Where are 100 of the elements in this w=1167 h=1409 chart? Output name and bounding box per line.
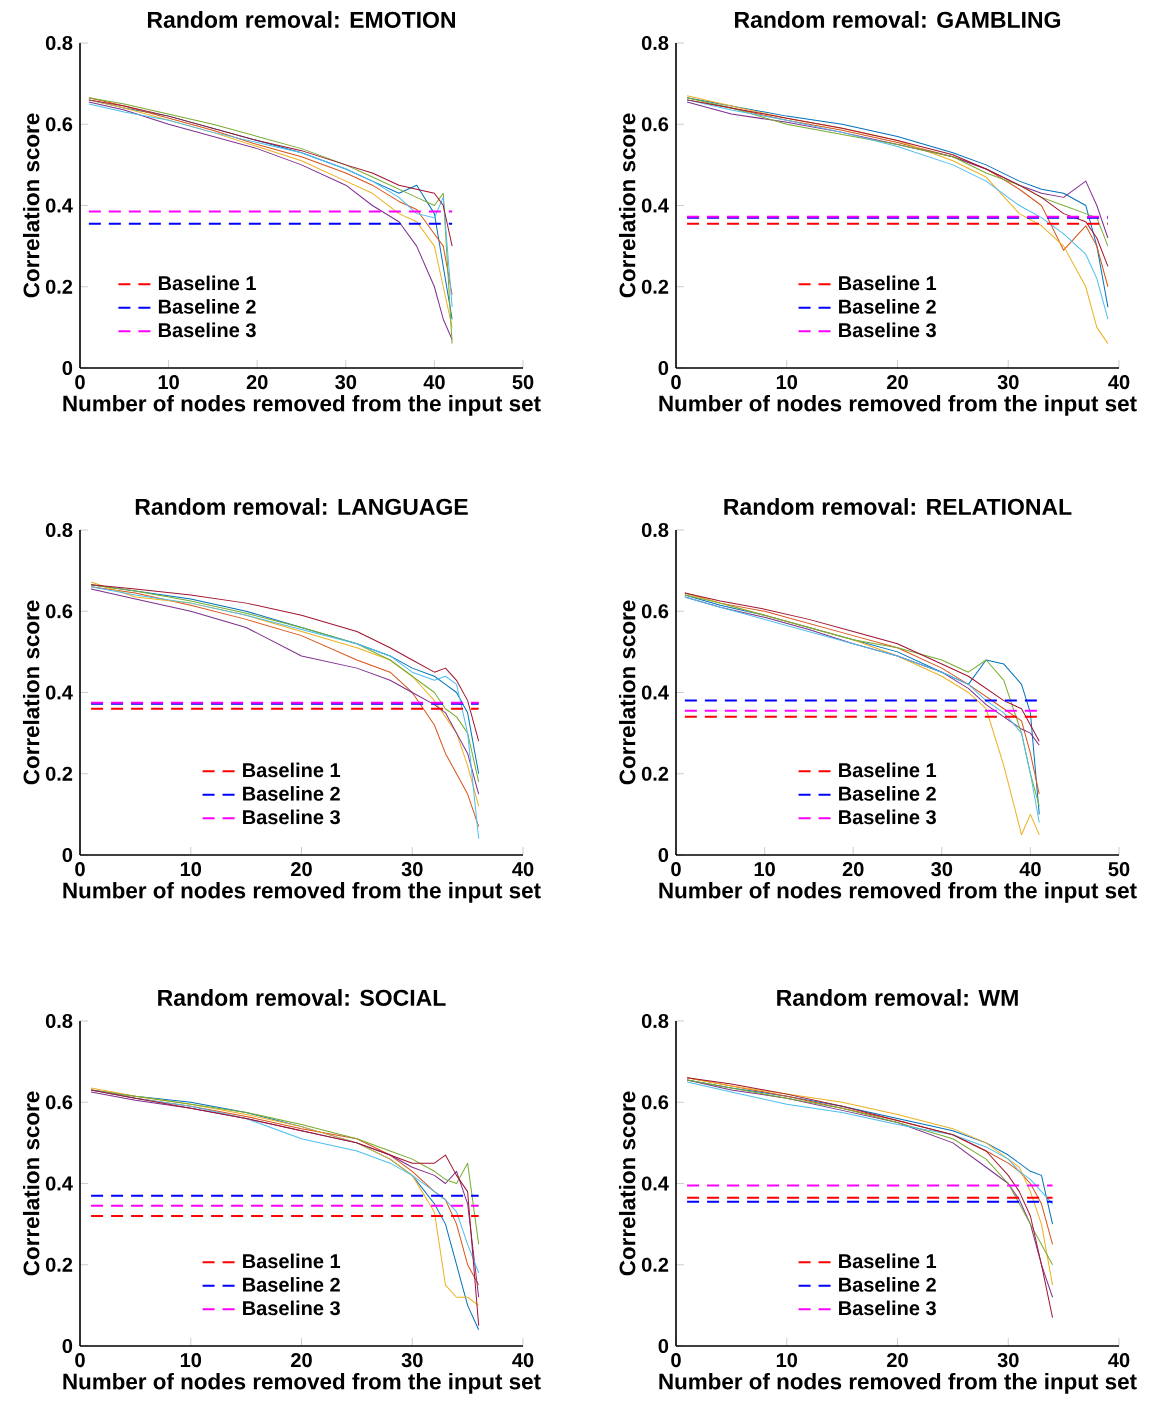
x-tick-label: 0 bbox=[671, 375, 681, 390]
y-tick-label: 0.2 bbox=[641, 766, 669, 781]
x-tick-label: 40 bbox=[423, 375, 445, 390]
x-axis-title: Number of nodes removed from the input set bbox=[659, 881, 1137, 903]
x-tick-label: 20 bbox=[291, 1353, 312, 1368]
x-tick-label: 0 bbox=[75, 375, 85, 390]
x-tick-label: 10 bbox=[158, 375, 179, 390]
legend-label: Baseline 2 bbox=[839, 299, 936, 314]
y-tick-label: 0.2 bbox=[45, 766, 73, 781]
x-tick-label: 50 bbox=[512, 375, 534, 390]
y-axis-title: Correlation score bbox=[618, 1091, 636, 1276]
y-tick-label: 0.6 bbox=[641, 604, 669, 619]
y-tick-label: 0.8 bbox=[45, 35, 73, 51]
y-axis-title: Correlation score bbox=[22, 1091, 40, 1276]
legend-label: Baseline 2 bbox=[243, 786, 340, 801]
y-tick-label: 0.8 bbox=[45, 1013, 73, 1029]
y-tick-label: 0 bbox=[658, 1338, 669, 1354]
x-tick-label: 30 bbox=[997, 1353, 1019, 1368]
y-tick-label: 0.2 bbox=[45, 1257, 73, 1272]
chart-title: Random removal: SOCIAL bbox=[158, 989, 446, 1006]
x-tick-label: 40 bbox=[512, 1353, 534, 1368]
x-tick-label: 10 bbox=[776, 1353, 798, 1368]
x-axis-title: Number of nodes removed from the input set bbox=[659, 1372, 1137, 1394]
x-tick-label: 20 bbox=[887, 375, 908, 390]
x-tick-label: 0 bbox=[671, 862, 681, 877]
x-tick-label: 30 bbox=[931, 862, 953, 877]
x-tick-label: 20 bbox=[887, 1353, 908, 1368]
x-tick-label: 20 bbox=[291, 862, 312, 877]
x-tick-label: 10 bbox=[776, 375, 798, 390]
x-tick-label: 30 bbox=[401, 862, 423, 877]
y-tick-label: 0.2 bbox=[45, 279, 73, 294]
x-tick-label: 10 bbox=[180, 862, 202, 877]
y-tick-label: 0 bbox=[62, 360, 73, 376]
chart-title: Random removal: WM bbox=[777, 989, 1018, 1006]
y-tick-label: 0.4 bbox=[45, 198, 73, 213]
chart-title: Random removal: RELATIONAL bbox=[724, 498, 1072, 515]
y-axis-title: Correlation score bbox=[618, 600, 636, 785]
y-tick-label: 0.8 bbox=[641, 35, 669, 51]
x-axis-title: Number of nodes removed from the input set bbox=[63, 881, 541, 903]
x-tick-label: 10 bbox=[180, 1353, 202, 1368]
y-tick-label: 0.2 bbox=[641, 1257, 669, 1272]
line-series bbox=[686, 1081, 1054, 1205]
chart-title: Random removal: LANGUAGE bbox=[135, 498, 468, 515]
legend-label: Baseline 2 bbox=[839, 786, 936, 801]
legend-label: Baseline 3 bbox=[839, 809, 936, 825]
legend-label: Baseline 2 bbox=[243, 1277, 340, 1292]
line-series bbox=[90, 584, 480, 742]
x-axis-title: Number of nodes removed from the input set bbox=[63, 395, 541, 416]
legend-label: Baseline 1 bbox=[839, 1253, 937, 1269]
y-tick-label: 0 bbox=[62, 847, 73, 863]
legend-label: Baseline 1 bbox=[243, 1253, 341, 1269]
x-tick-label: 0 bbox=[75, 1353, 85, 1368]
x-tick-label: 30 bbox=[997, 375, 1019, 390]
y-tick-label: 0.8 bbox=[45, 522, 73, 538]
y-axis-title: Correlation score bbox=[22, 113, 40, 298]
y-tick-label: 0.4 bbox=[45, 685, 73, 700]
y-tick-label: 0 bbox=[658, 360, 669, 376]
y-tick-label: 0.4 bbox=[641, 685, 669, 700]
x-tick-label: 40 bbox=[1019, 862, 1041, 877]
x-tick-label: 20 bbox=[246, 375, 268, 390]
x-tick-label: 30 bbox=[401, 1353, 423, 1368]
x-axis-title: Number of nodes removed from the input set bbox=[659, 395, 1137, 416]
chart-title: Random removal: EMOTION bbox=[147, 11, 455, 28]
y-tick-label: 0.4 bbox=[45, 1176, 73, 1191]
y-axis-title: Correlation score bbox=[618, 113, 636, 298]
legend-label: Baseline 3 bbox=[839, 322, 936, 338]
legend-label: Baseline 3 bbox=[243, 1300, 340, 1316]
y-tick-label: 0.4 bbox=[641, 198, 669, 213]
legend-label: Baseline 1 bbox=[158, 275, 256, 291]
y-tick-label: 0.6 bbox=[45, 117, 73, 132]
x-axis-title: Number of nodes removed from the input set bbox=[63, 1372, 541, 1394]
legend-label: Baseline 3 bbox=[158, 322, 256, 338]
y-tick-label: 0 bbox=[62, 1338, 73, 1354]
legend-label: Baseline 1 bbox=[243, 762, 341, 778]
legend-label: Baseline 3 bbox=[839, 1300, 936, 1316]
y-tick-label: 0.6 bbox=[45, 1095, 73, 1110]
y-tick-label: 0.2 bbox=[641, 279, 669, 294]
legend-label: Baseline 1 bbox=[839, 762, 937, 778]
y-tick-label: 0.4 bbox=[641, 1176, 669, 1191]
x-tick-label: 40 bbox=[1108, 1353, 1130, 1368]
legend-label: Baseline 3 bbox=[243, 809, 340, 825]
x-tick-label: 30 bbox=[335, 375, 357, 390]
x-tick-label: 50 bbox=[1108, 862, 1130, 877]
legend-label: Baseline 2 bbox=[839, 1277, 936, 1292]
x-tick-label: 40 bbox=[1108, 375, 1130, 390]
x-tick-label: 20 bbox=[842, 862, 864, 877]
x-tick-label: 0 bbox=[75, 862, 85, 877]
y-tick-label: 0.6 bbox=[45, 604, 73, 619]
y-tick-label: 0.6 bbox=[641, 1095, 669, 1110]
y-tick-label: 0.6 bbox=[641, 117, 669, 132]
chart-title: Random removal: GAMBLING bbox=[735, 11, 1061, 28]
x-tick-label: 0 bbox=[671, 1353, 681, 1368]
y-axis-title: Correlation score bbox=[22, 600, 40, 785]
legend-label: Baseline 1 bbox=[839, 275, 937, 291]
x-tick-label: 40 bbox=[512, 862, 534, 877]
x-tick-label: 10 bbox=[754, 862, 775, 877]
y-tick-label: 0 bbox=[658, 847, 669, 863]
y-tick-label: 0.8 bbox=[641, 522, 669, 538]
legend-label: Baseline 2 bbox=[158, 299, 256, 314]
y-tick-label: 0.8 bbox=[641, 1013, 669, 1029]
